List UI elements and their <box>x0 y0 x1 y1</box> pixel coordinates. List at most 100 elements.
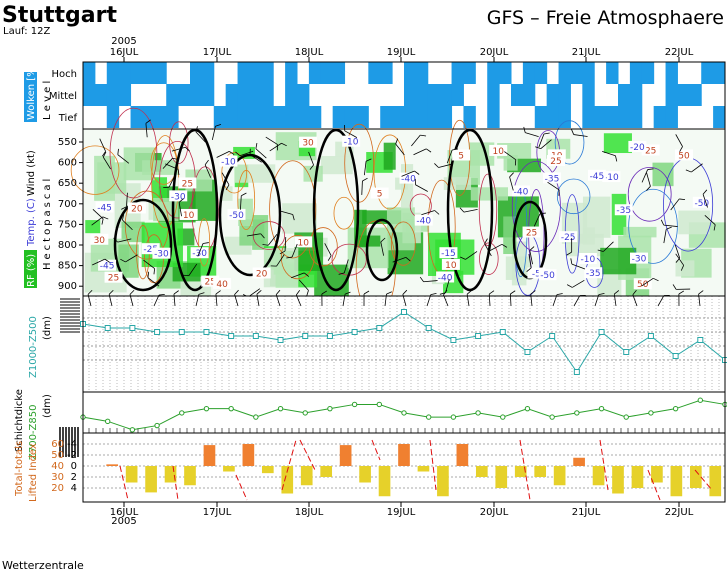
thickness-point <box>451 338 456 343</box>
day-label-top: 16JUL <box>110 47 139 58</box>
thickness-point <box>352 330 357 335</box>
temp-label: 30 <box>302 139 314 149</box>
model-title: GFS – Freie Atmosphaere <box>487 7 724 29</box>
cloud-cell <box>202 62 214 84</box>
lifted-bar <box>301 466 313 485</box>
cloud-cell <box>154 62 166 84</box>
cloud-cell <box>190 84 202 106</box>
lifted-bar <box>262 466 274 473</box>
cloud-cell <box>428 84 440 106</box>
year-bottom: 2005 <box>111 516 136 527</box>
cloud-cell <box>547 106 559 128</box>
z700-point <box>377 402 381 406</box>
z700-point <box>649 411 653 415</box>
cloud-cell <box>606 62 618 84</box>
thickness-point <box>500 330 505 335</box>
temp-label: -45 <box>100 262 115 272</box>
thickness-point <box>574 370 579 375</box>
rh-patch <box>652 163 673 187</box>
hpa-tick-label: 550 <box>58 137 77 148</box>
svg-text:Wind (kt): Wind (kt) <box>26 150 37 196</box>
temp-label: 10 <box>297 238 309 248</box>
lifted-bar <box>320 466 332 477</box>
svg-text:(dm): (dm) <box>42 394 53 418</box>
z700-point <box>278 406 282 410</box>
z700-point <box>352 402 356 406</box>
temp-label: -30 <box>171 192 186 202</box>
z700-point <box>501 415 505 419</box>
lifted-bar <box>126 466 138 483</box>
lifted-bar <box>612 466 624 494</box>
cloud-cell <box>95 84 107 106</box>
svg-text:(dm): (dm) <box>42 316 53 340</box>
day-label-bottom: 21JUL <box>572 507 601 518</box>
z700-point <box>624 415 628 419</box>
cloud-cell <box>487 106 499 128</box>
lifted-bar <box>554 466 566 485</box>
thickness-point <box>648 334 653 339</box>
hpa-tick-label: 650 <box>58 178 77 189</box>
cloud-cell <box>701 62 713 84</box>
cloud-cell <box>535 62 547 84</box>
cloud-cell <box>428 106 440 128</box>
cloud-cell <box>559 62 571 84</box>
z700-point <box>575 411 579 415</box>
cloud-cell <box>249 106 261 128</box>
temp-label: 10 <box>445 261 457 271</box>
day-label-top: 18JUL <box>295 47 324 58</box>
cloud-cell <box>404 106 416 128</box>
svg-text:Wolken [%]: Wolken [%] <box>26 63 37 120</box>
run-label: Lauf: 12Z <box>3 26 50 37</box>
cloud-cell <box>392 106 404 128</box>
cloud-cell <box>119 62 131 84</box>
cloud-cell <box>452 62 464 84</box>
cloud-cell <box>487 84 499 106</box>
temp-label: -35 <box>586 269 601 279</box>
z700-point <box>550 415 554 419</box>
cloud-cell <box>582 84 594 106</box>
lift-tick-label: -2 <box>67 450 77 461</box>
cloud-level-label: Hoch <box>52 69 77 80</box>
cloud-cell <box>642 62 654 84</box>
cloud-level-label: Tief <box>58 113 78 124</box>
temp-label: -30 <box>154 250 169 260</box>
rh-patch <box>676 260 695 276</box>
cloud-cell <box>570 62 582 84</box>
lifted-bar <box>379 466 391 496</box>
lifted-bar <box>437 466 449 496</box>
temp-label: 5 <box>377 190 383 200</box>
cloud-cell <box>356 106 368 128</box>
cloud-cell <box>142 106 154 128</box>
cloud-cell <box>559 84 571 106</box>
temp-label: -40 <box>416 217 431 227</box>
rh-patch <box>321 156 353 174</box>
cloud-cell <box>131 106 143 128</box>
day-label-bottom: 17JUL <box>203 507 232 518</box>
temp-label: 40 <box>216 280 228 290</box>
cloud-cell <box>404 62 416 84</box>
lifted-bar <box>457 444 469 466</box>
cloud-cell <box>261 106 273 128</box>
cloud-cell <box>178 84 190 106</box>
cloud-cell <box>689 84 701 106</box>
cloud-cell <box>630 84 642 106</box>
temp-label: -40 <box>401 175 416 185</box>
cloud-cell <box>499 62 511 84</box>
pressure-panel: 30-35-40-30-50-4510-1525251010-2040-5-10… <box>58 108 726 315</box>
temp-label: 5 <box>458 152 464 162</box>
lift-tick-label: 4 <box>71 483 77 494</box>
z700-point <box>254 415 258 419</box>
cloud-cell <box>273 106 285 128</box>
lifted-bar <box>671 466 683 496</box>
temp-label: -30 <box>632 255 647 265</box>
cloud-cell <box>666 106 678 128</box>
cloud-axis-label: Wolken [%] L e v e l <box>24 63 53 122</box>
temp-label: 25 <box>526 229 537 239</box>
temp-label: 30 <box>94 236 106 246</box>
cloud-cell <box>666 62 678 84</box>
rh-patch <box>282 203 317 233</box>
hpa-tick-label: 850 <box>58 261 77 272</box>
cloud-cell <box>547 84 559 106</box>
